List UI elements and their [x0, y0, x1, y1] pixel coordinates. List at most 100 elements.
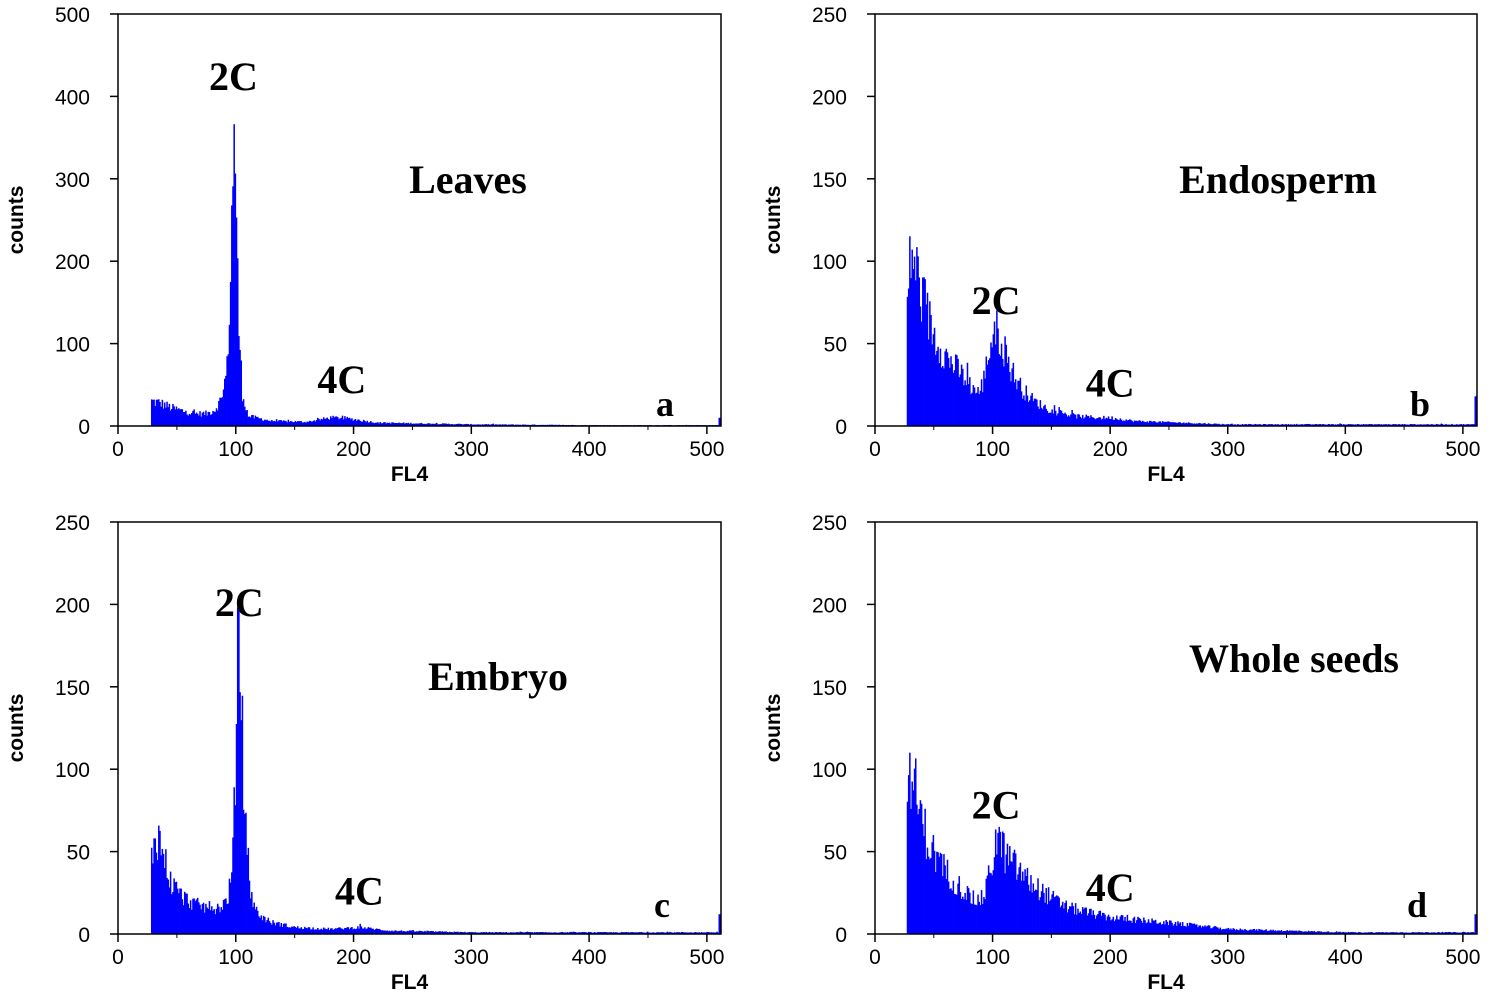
- histogram-bar: [1449, 932, 1452, 934]
- histogram-bar: [1307, 423, 1310, 426]
- histogram-bar: [249, 898, 252, 934]
- histogram-bar: [251, 892, 253, 934]
- histogram-bar: [473, 932, 476, 934]
- histogram-bar: [1225, 424, 1227, 426]
- histogram-bar: [570, 931, 572, 934]
- histogram-bar: [1128, 920, 1131, 934]
- histogram-bar: [1221, 423, 1224, 426]
- histogram-bar: [355, 928, 358, 934]
- histogram-bar: [1043, 406, 1045, 426]
- peak-label: 4C: [317, 357, 366, 402]
- histogram-bar: [468, 932, 471, 934]
- histogram-bar: [1219, 424, 1222, 426]
- histogram-bar: [380, 930, 383, 934]
- histogram-bar: [1108, 419, 1111, 426]
- histogram-bar: [1198, 925, 1200, 934]
- histogram-bar: [276, 922, 279, 934]
- y-tick-label: 200: [55, 251, 90, 274]
- histogram-bar: [1005, 344, 1008, 426]
- histogram-bar: [329, 416, 332, 426]
- histogram-bar: [219, 912, 221, 934]
- histogram-bar: [1314, 424, 1317, 426]
- histogram-bar: [1179, 422, 1182, 426]
- histogram-bar: [1394, 424, 1397, 426]
- histogram-bar: [282, 420, 285, 426]
- histogram-bar: [183, 412, 186, 426]
- peak-label: 4C: [1086, 865, 1135, 910]
- histogram-bar: [1326, 931, 1329, 934]
- histogram-bar: [1268, 930, 1271, 934]
- histogram-bar: [1312, 931, 1314, 934]
- histogram-bar: [292, 926, 294, 934]
- histogram-bar: [1124, 421, 1126, 426]
- histogram-bar: [1134, 420, 1137, 426]
- histogram-bar: [327, 419, 330, 426]
- histogram-bar: [1427, 424, 1430, 426]
- histogram-bar: [1381, 932, 1384, 934]
- histogram-bar: [1003, 366, 1005, 426]
- histogram-bar: [1024, 869, 1026, 934]
- histogram-b: [906, 236, 1477, 426]
- histogram-bar: [256, 416, 259, 426]
- histogram-bar: [176, 409, 179, 426]
- histogram-bar: [1212, 927, 1214, 934]
- histogram-bar: [1217, 424, 1219, 426]
- histogram-bar: [1030, 395, 1032, 426]
- histogram-bar: [1308, 423, 1311, 426]
- histogram-bar: [150, 399, 153, 426]
- histogram-bar: [965, 385, 968, 426]
- histogram-bar: [332, 415, 334, 426]
- histogram-bar: [362, 419, 365, 426]
- histogram-bar: [1011, 368, 1013, 426]
- panel-letter: c: [654, 885, 670, 925]
- histogram-bar: [983, 370, 985, 426]
- histogram-bar: [1186, 423, 1189, 426]
- histogram-bar: [1406, 424, 1408, 426]
- histogram-bar: [933, 850, 936, 934]
- histogram-bar: [910, 278, 912, 426]
- histogram-bar: [1041, 883, 1044, 934]
- histogram-bar: [1374, 932, 1377, 934]
- histogram-bar: [947, 357, 950, 426]
- histogram-bar: [286, 926, 288, 934]
- histogram-bar: [630, 932, 632, 934]
- histogram-bar: [348, 929, 351, 934]
- histogram-bar: [360, 421, 363, 426]
- histogram-bar: [428, 931, 431, 934]
- histogram-bar: [512, 932, 515, 934]
- histogram-bar: [979, 390, 982, 426]
- histogram-bar: [1078, 913, 1080, 934]
- histogram-bar: [1088, 908, 1091, 934]
- histogram-bar: [1132, 918, 1135, 934]
- histogram-bar: [331, 928, 333, 934]
- histogram-bar: [1399, 424, 1401, 426]
- histogram-bar: [939, 348, 942, 426]
- histogram-bar: [1218, 929, 1220, 934]
- histogram-bar: [150, 847, 153, 934]
- histogram-bar: [1422, 424, 1425, 426]
- histogram-bar: [503, 932, 505, 934]
- histogram-bar: [1004, 873, 1006, 934]
- histogram-bar: [264, 419, 266, 426]
- histogram-bar: [1351, 424, 1353, 426]
- histogram-bar: [294, 420, 297, 426]
- histogram-bar: [1259, 929, 1262, 934]
- histogram-bar: [684, 932, 687, 934]
- histogram-bar: [350, 419, 352, 426]
- histogram-bar: [234, 173, 237, 426]
- histogram-bar: [1288, 930, 1291, 934]
- histogram-bar: [1156, 923, 1158, 934]
- histogram-bar: [1174, 921, 1177, 934]
- histogram-bar: [1047, 887, 1050, 934]
- histogram-bar: [997, 832, 999, 934]
- histogram-bar: [207, 411, 210, 426]
- histogram-bar: [1168, 421, 1171, 426]
- histogram-bar: [285, 421, 287, 426]
- histogram-bar: [1211, 928, 1213, 934]
- histogram-bar: [1320, 931, 1323, 934]
- histogram-bar: [1398, 424, 1400, 426]
- histogram-bar: [1205, 424, 1207, 426]
- histogram-bar: [289, 420, 292, 426]
- histogram-bar: [300, 927, 303, 934]
